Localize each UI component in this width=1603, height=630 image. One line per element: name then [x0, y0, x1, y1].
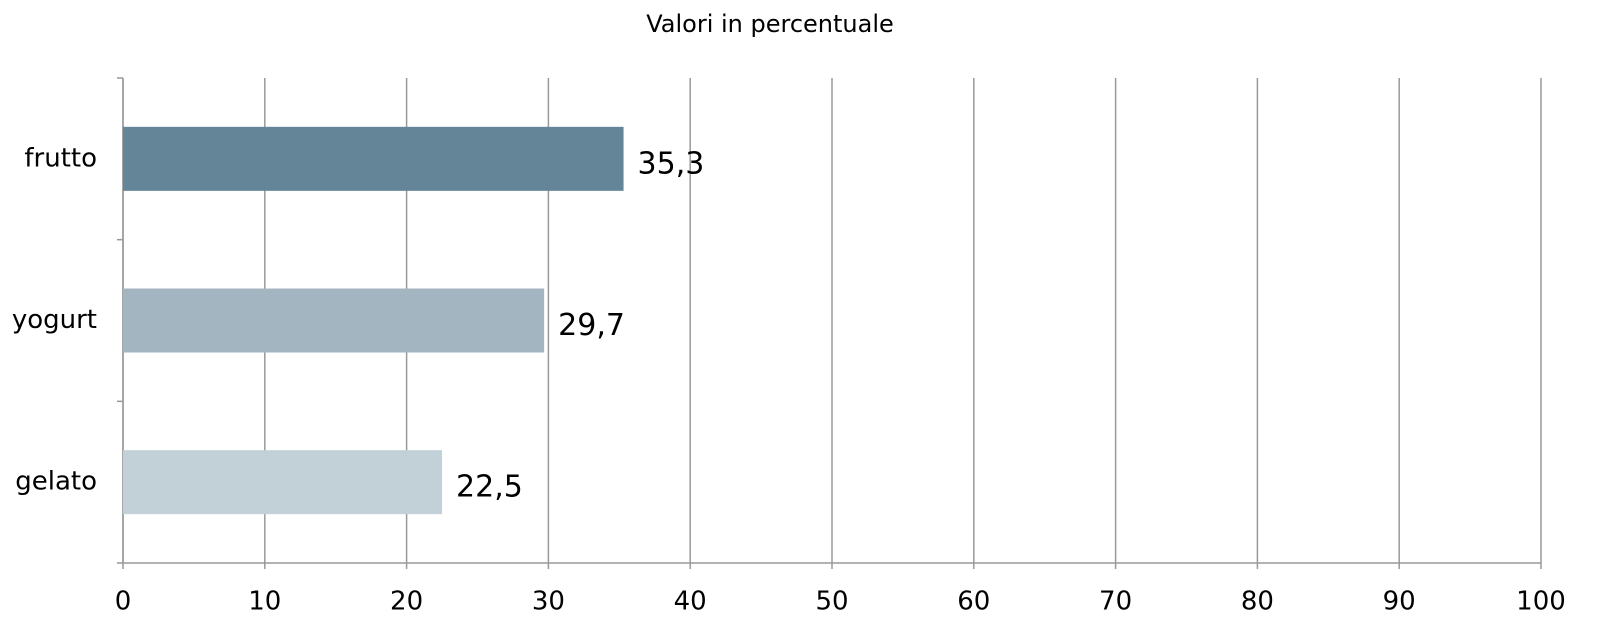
- x-tick-label: 70: [1099, 587, 1132, 617]
- x-tick-label: 10: [248, 587, 281, 617]
- data-label: 22,5: [456, 470, 523, 505]
- x-tick-label: 60: [957, 587, 990, 617]
- y-tick-label: frutto: [24, 143, 97, 173]
- x-tick-label: 50: [815, 587, 848, 617]
- chart-title: Valori in percentuale: [646, 10, 894, 38]
- x-tick-label: 30: [532, 587, 565, 617]
- x-tick-label: 100: [1516, 587, 1566, 617]
- bar: [123, 126, 624, 191]
- x-tick-label: 80: [1241, 587, 1274, 617]
- data-label: 29,7: [558, 308, 625, 343]
- data-label: 35,3: [638, 146, 705, 181]
- x-tick-label: 0: [115, 587, 132, 617]
- y-tick-label: gelato: [15, 467, 97, 497]
- x-tick-label: 90: [1383, 587, 1416, 617]
- x-tick-label: 40: [674, 587, 707, 617]
- bar: [123, 288, 545, 353]
- x-tick-label: 20: [390, 587, 423, 617]
- y-tick-label: yogurt: [12, 305, 97, 335]
- bar: [123, 450, 443, 515]
